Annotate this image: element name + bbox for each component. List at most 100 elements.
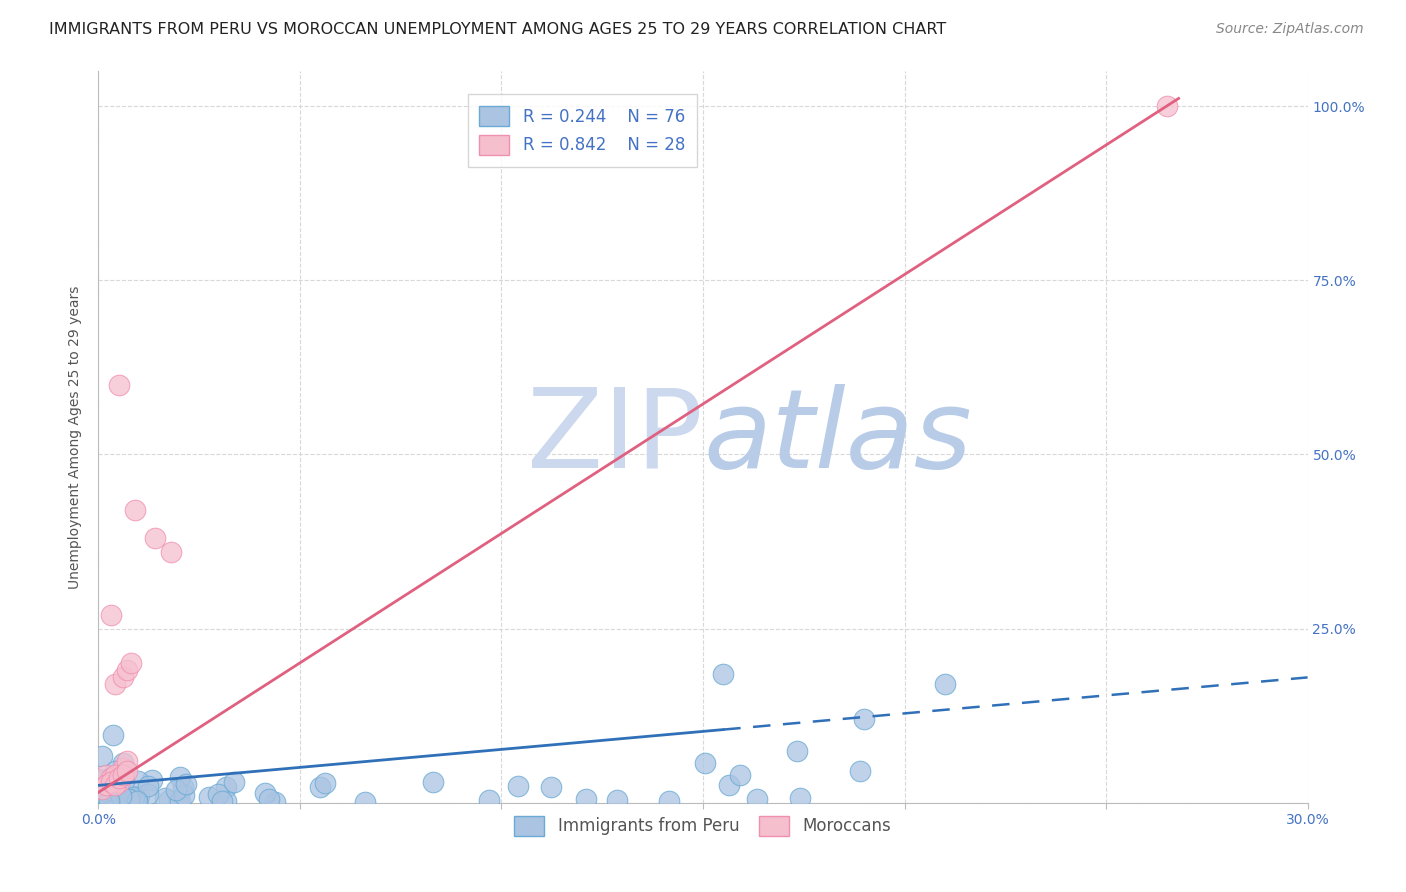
Text: atlas: atlas xyxy=(703,384,972,491)
Point xyxy=(125,792,148,806)
Point xyxy=(100,775,122,789)
Point xyxy=(215,793,238,807)
Point xyxy=(115,664,138,678)
Point xyxy=(309,780,332,795)
Point xyxy=(215,780,238,794)
Point xyxy=(100,786,122,800)
Point xyxy=(111,756,134,770)
Point xyxy=(786,744,808,758)
Point xyxy=(91,772,114,786)
Point xyxy=(91,748,114,763)
Point xyxy=(506,780,529,794)
Point xyxy=(120,657,142,671)
Point xyxy=(115,764,138,779)
Point xyxy=(103,677,125,691)
Point xyxy=(159,793,181,807)
Point xyxy=(125,794,148,808)
Point xyxy=(540,780,562,794)
Point xyxy=(848,764,870,778)
Point xyxy=(124,790,146,805)
Point xyxy=(107,377,129,392)
Point xyxy=(91,783,114,797)
Point xyxy=(100,775,122,789)
Point xyxy=(98,784,121,798)
Point xyxy=(153,791,176,805)
Point xyxy=(107,772,129,786)
Point xyxy=(107,768,129,782)
Point xyxy=(254,786,277,800)
Point xyxy=(257,792,280,806)
Point xyxy=(422,774,444,789)
Point xyxy=(169,770,191,784)
Point xyxy=(574,791,596,805)
Point xyxy=(120,791,142,805)
Point xyxy=(120,789,142,803)
Point xyxy=(169,794,191,808)
Point xyxy=(100,772,122,786)
Point xyxy=(138,787,160,801)
Point xyxy=(118,792,141,806)
Point xyxy=(96,778,118,792)
Point xyxy=(115,754,138,768)
Point xyxy=(173,788,195,802)
Point xyxy=(91,781,114,796)
Point xyxy=(853,712,876,726)
Point xyxy=(124,791,146,805)
Point xyxy=(695,756,717,770)
Point xyxy=(93,792,115,806)
Point xyxy=(103,728,125,742)
Text: IMMIGRANTS FROM PERU VS MOROCCAN UNEMPLOYMENT AMONG AGES 25 TO 29 YEARS CORRELAT: IMMIGRANTS FROM PERU VS MOROCCAN UNEMPLO… xyxy=(49,22,946,37)
Point xyxy=(91,786,114,800)
Point xyxy=(314,776,336,790)
Point xyxy=(94,794,117,808)
Point xyxy=(107,775,129,789)
Point xyxy=(127,794,149,808)
Point xyxy=(104,764,127,779)
Point xyxy=(934,677,956,691)
Point xyxy=(136,779,159,793)
Point xyxy=(717,779,740,793)
Point xyxy=(606,793,628,807)
Point xyxy=(124,503,146,517)
Point xyxy=(160,545,183,559)
Point xyxy=(128,789,150,804)
Point xyxy=(91,795,114,809)
Point xyxy=(174,777,197,791)
Point xyxy=(211,794,233,808)
Point xyxy=(91,780,114,794)
Point xyxy=(112,774,135,789)
Point xyxy=(100,607,122,622)
Point xyxy=(143,531,166,545)
Point xyxy=(172,780,194,794)
Point xyxy=(98,794,121,808)
Point xyxy=(101,776,124,790)
Point xyxy=(789,791,811,805)
Point xyxy=(141,772,163,787)
Point xyxy=(100,788,122,802)
Point xyxy=(111,768,134,782)
Text: ZIP: ZIP xyxy=(527,384,703,491)
Point xyxy=(711,667,734,681)
Point xyxy=(96,778,118,792)
Point xyxy=(111,761,134,775)
Point xyxy=(747,791,769,805)
Point xyxy=(118,792,141,806)
Point xyxy=(127,773,149,788)
Point xyxy=(222,775,245,789)
Point xyxy=(103,775,125,789)
Point xyxy=(91,780,114,795)
Point xyxy=(167,795,190,809)
Point xyxy=(111,768,134,782)
Point xyxy=(1156,99,1178,113)
Point xyxy=(104,783,127,797)
Point xyxy=(103,768,125,782)
Point xyxy=(96,791,118,805)
Point xyxy=(198,790,221,805)
Point xyxy=(353,795,375,809)
Point xyxy=(165,782,187,797)
Point xyxy=(658,794,681,808)
Point xyxy=(263,795,285,809)
Point xyxy=(111,670,134,684)
Point xyxy=(110,789,132,803)
Y-axis label: Unemployment Among Ages 25 to 29 years: Unemployment Among Ages 25 to 29 years xyxy=(69,285,83,589)
